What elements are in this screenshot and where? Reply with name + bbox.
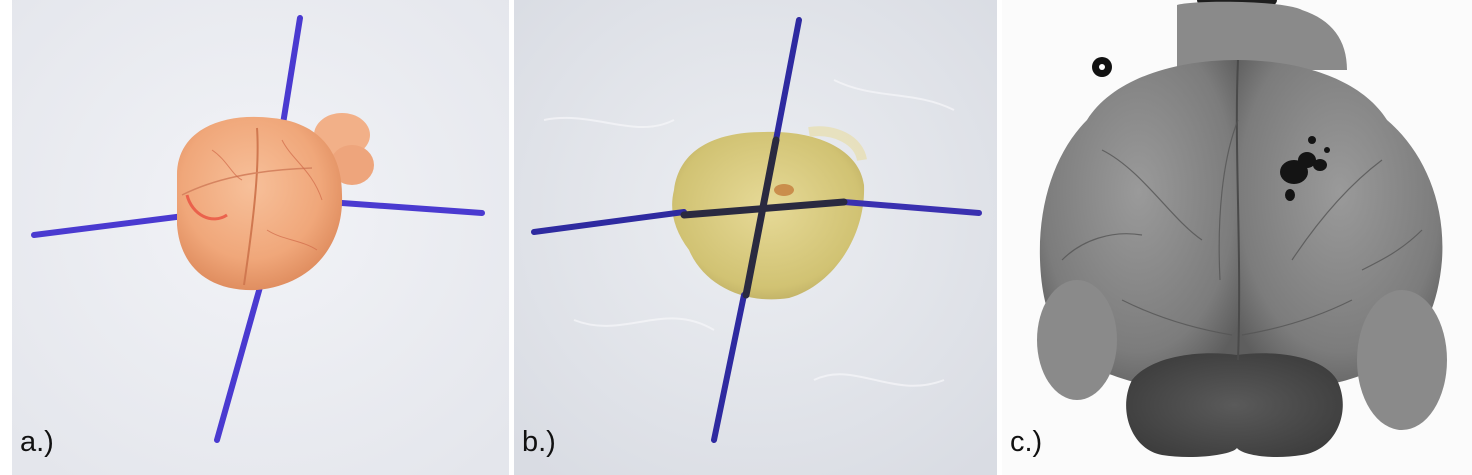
marker-cross	[531, 17, 982, 443]
marker-cross	[31, 15, 485, 443]
panel-b-photo: b.)	[514, 0, 997, 475]
stained-brain-photo	[12, 0, 509, 475]
panel-a-label: a.)	[20, 426, 54, 458]
cleared-brain-photo	[514, 0, 997, 475]
brain-organ	[177, 113, 374, 291]
panel-b-label: b.)	[522, 426, 556, 458]
cleared-brain-organ	[672, 126, 867, 300]
lesion-cluster	[1280, 136, 1330, 201]
panel-c-xray: c.)	[1002, 0, 1472, 475]
xray-brain-image	[1002, 0, 1472, 475]
panel-a-photo: a.)	[12, 0, 509, 475]
panel-c-label: c.)	[1010, 426, 1043, 458]
cerebellum	[1126, 353, 1343, 458]
